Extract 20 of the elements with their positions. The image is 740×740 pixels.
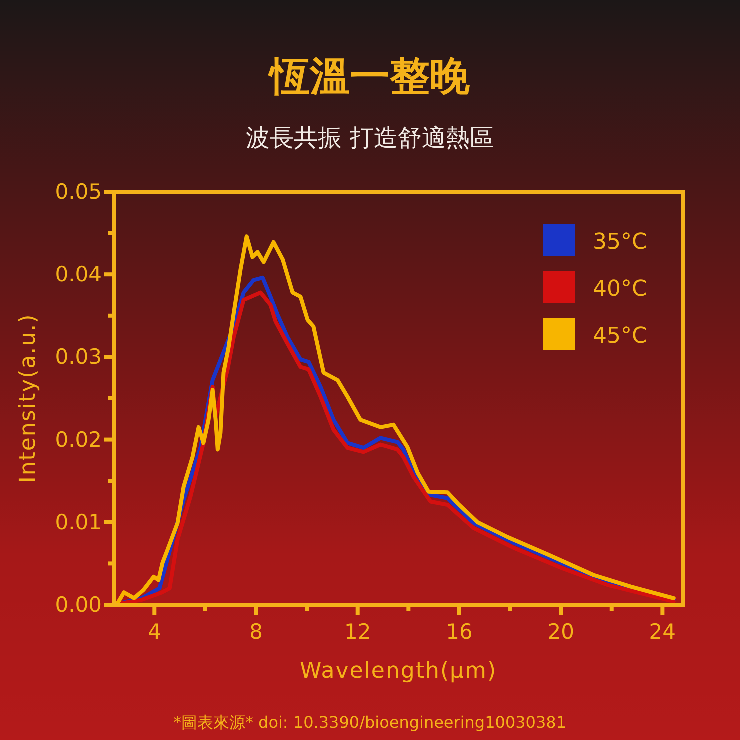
y-tick-label: 0.00: [55, 593, 102, 617]
x-tick-label: 24: [649, 620, 676, 644]
y-tick-label: 0.05: [55, 180, 102, 204]
chart-title: 恆溫一整晚: [268, 54, 470, 100]
y-tick-label: 0.03: [55, 345, 102, 370]
x-tick-label: 20: [548, 620, 574, 644]
x-tick-label: 8: [250, 620, 263, 644]
y-axis-title: Intensity(a.u.): [16, 314, 41, 484]
legend-label: 40°C: [593, 277, 648, 302]
legend-label: 45°C: [593, 324, 648, 349]
x-tick-label: 12: [344, 620, 372, 644]
y-tick-label: 0.02: [55, 428, 102, 452]
y-tick-label: 0.01: [55, 510, 102, 534]
chart-subtitle: 波長共振 打造舒適熱區: [246, 124, 494, 152]
x-tick-label: 4: [148, 620, 162, 644]
x-axis-title: Wavelength(µm): [300, 659, 498, 684]
text: *圖表來源* doi: 10.3390/bioengineering10030381: [173, 713, 567, 732]
x-tick-label: 16: [446, 620, 473, 644]
legend-label: 35°C: [593, 230, 648, 255]
y-tick-label: 0.04: [55, 262, 102, 287]
